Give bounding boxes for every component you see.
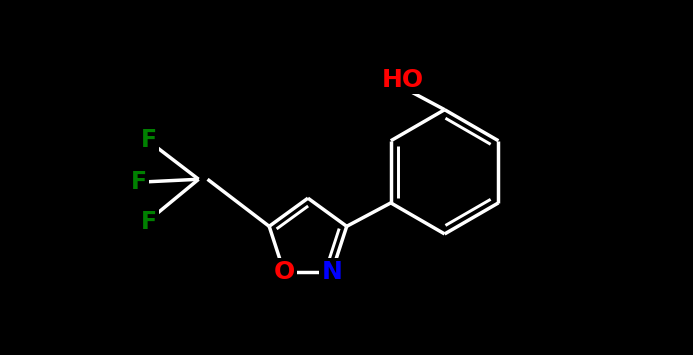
Text: F: F [141,209,157,234]
Text: F: F [131,170,147,194]
Text: O: O [273,260,295,284]
Text: HO: HO [381,68,423,92]
Text: N: N [322,260,342,284]
Text: F: F [141,127,157,152]
